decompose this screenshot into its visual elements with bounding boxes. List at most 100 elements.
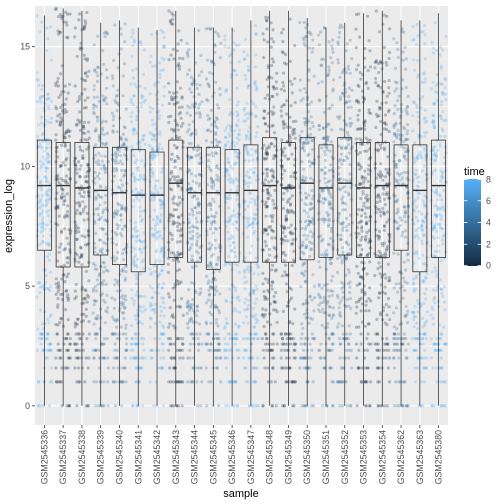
data-point	[57, 285, 61, 289]
data-point	[254, 256, 258, 260]
data-point	[287, 226, 291, 230]
data-point	[267, 197, 271, 201]
data-point	[246, 68, 251, 72]
data-point	[392, 124, 396, 128]
data-point	[169, 212, 173, 216]
data-point	[74, 348, 78, 352]
data-point	[47, 96, 51, 100]
data-point	[342, 119, 346, 123]
data-point	[148, 325, 152, 329]
data-point	[335, 115, 340, 119]
data-point	[76, 332, 80, 336]
data-point	[363, 380, 367, 384]
data-point	[422, 71, 426, 75]
data-point	[322, 295, 326, 299]
data-point	[396, 252, 400, 256]
data-point	[341, 366, 345, 370]
data-point	[160, 332, 164, 336]
data-point	[289, 287, 293, 291]
data-point	[321, 307, 325, 311]
data-point	[343, 190, 347, 194]
data-point	[436, 206, 440, 210]
data-point	[346, 282, 350, 286]
data-point	[204, 342, 208, 346]
data-point	[243, 275, 247, 279]
data-point	[415, 110, 419, 114]
data-point	[196, 106, 201, 110]
data-point	[81, 125, 86, 129]
data-point	[112, 212, 116, 216]
data-point	[62, 199, 66, 203]
data-point	[236, 295, 240, 299]
data-point	[55, 119, 59, 123]
data-point	[116, 250, 120, 254]
data-point	[102, 279, 106, 283]
x-tick-label: GSM2545338	[77, 430, 87, 484]
data-point	[274, 404, 278, 408]
data-point	[103, 35, 107, 39]
data-point	[41, 155, 46, 159]
data-point	[139, 219, 143, 224]
data-point	[309, 202, 313, 206]
data-point	[214, 211, 218, 215]
data-point	[78, 174, 82, 178]
data-point	[265, 151, 269, 155]
data-point	[290, 242, 294, 246]
data-point	[87, 320, 91, 324]
data-point	[173, 221, 177, 225]
data-point	[169, 95, 173, 99]
data-point	[168, 177, 173, 181]
data-point	[280, 50, 284, 54]
data-point	[179, 280, 183, 284]
data-point	[44, 179, 48, 183]
data-point	[101, 126, 105, 130]
data-point	[364, 215, 368, 219]
data-point	[232, 48, 236, 52]
data-point	[217, 167, 221, 171]
data-point	[339, 380, 343, 384]
data-point	[111, 118, 115, 122]
data-point	[328, 258, 332, 262]
data-point	[436, 342, 440, 346]
data-point	[160, 269, 164, 273]
data-point	[363, 212, 367, 216]
data-point	[343, 184, 347, 189]
data-point	[67, 134, 71, 138]
data-point	[195, 242, 199, 246]
data-point	[413, 172, 417, 176]
data-point	[96, 34, 100, 38]
data-point	[218, 348, 222, 352]
data-point	[331, 78, 336, 82]
data-point	[105, 310, 109, 314]
data-point	[375, 348, 379, 352]
data-point	[433, 90, 437, 94]
data-point	[38, 212, 43, 216]
data-point	[37, 201, 41, 205]
data-point	[275, 71, 279, 75]
data-point	[92, 356, 96, 360]
data-point	[47, 342, 51, 346]
data-point	[216, 255, 221, 260]
data-point	[86, 162, 90, 166]
data-point	[76, 226, 80, 230]
data-point	[154, 81, 158, 85]
data-point	[189, 187, 193, 191]
data-point	[209, 59, 214, 63]
data-point	[232, 209, 236, 213]
data-point	[156, 222, 160, 227]
data-point	[153, 290, 157, 294]
data-point	[264, 152, 268, 156]
data-point	[138, 214, 142, 218]
data-point	[195, 305, 199, 309]
data-point	[59, 116, 63, 120]
data-point	[121, 183, 125, 187]
data-point	[194, 111, 198, 115]
data-point	[150, 32, 154, 36]
data-point	[191, 213, 195, 217]
data-point	[123, 153, 127, 157]
data-point	[320, 146, 324, 150]
data-point	[82, 301, 86, 305]
data-point	[383, 121, 387, 125]
data-point	[302, 140, 306, 144]
data-point	[416, 196, 420, 200]
